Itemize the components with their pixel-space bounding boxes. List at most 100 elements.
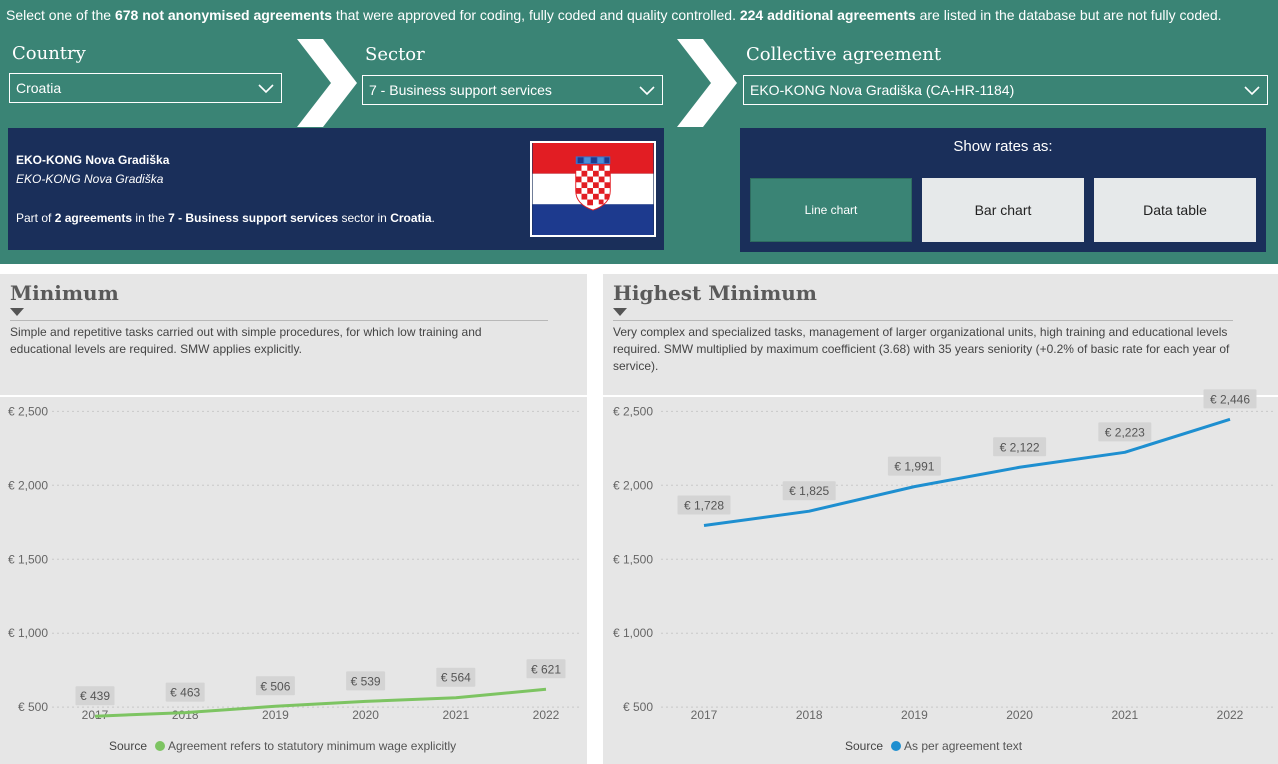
- desc-part: Part of: [16, 211, 55, 225]
- intro-count-coded: 678 not anonymised agreements: [114, 7, 333, 23]
- agreement-label: Collective agreement: [746, 44, 942, 65]
- sector-value: 7 - Business support services: [369, 82, 552, 98]
- panel-separator: [0, 395, 587, 397]
- chart-legend: Source Agreement refers to statutory min…: [109, 739, 456, 753]
- data-label: € 564: [441, 671, 471, 685]
- intro-part: are listed in the database but are not f…: [915, 7, 1222, 23]
- caret-down-icon[interactable]: [613, 308, 627, 316]
- chevron-down-icon: [1244, 86, 1260, 96]
- chevron-down-icon: [258, 84, 274, 94]
- y-tick-label: € 500: [623, 700, 653, 714]
- legend-dot-icon: [155, 741, 166, 751]
- header-section: Select one of the 678 not anonymised agr…: [0, 0, 1278, 264]
- data-label: € 2,446: [1210, 392, 1250, 406]
- panel-description: Very complex and specialized tasks, mana…: [613, 325, 1230, 373]
- desc-count: 2 agreements: [54, 211, 133, 225]
- x-tick-label: 2018: [172, 708, 199, 722]
- agreement-value: EKO-KONG Nova Gradiška (CA-HR-1184): [750, 82, 1015, 98]
- x-tick-label: 2020: [352, 708, 379, 722]
- panel-title: Highest Minimum: [613, 281, 817, 305]
- data-label-bg: [782, 481, 836, 501]
- croatia-flag-icon: [530, 141, 656, 237]
- x-tick-label: 2021: [1111, 708, 1138, 722]
- data-label: € 506: [260, 679, 290, 693]
- y-tick-label: € 1,500: [613, 552, 653, 566]
- x-tick-label: 2019: [901, 708, 928, 722]
- data-label: € 2,122: [1000, 440, 1040, 454]
- data-label-bg: [1098, 422, 1152, 442]
- intro-text: Select one of the 678 not anonymised agr…: [6, 7, 1222, 23]
- desc-sector: 7 - Business support services: [168, 211, 339, 225]
- y-tick-label: € 1,500: [8, 552, 48, 566]
- country-label: Country: [12, 43, 86, 64]
- data-table-button[interactable]: Data table: [1094, 178, 1256, 242]
- panel-title: Minimum: [10, 281, 119, 305]
- panel-separator: [603, 395, 1278, 397]
- data-label: € 621: [531, 662, 561, 676]
- legend-series-name[interactable]: Agreement refers to statutory minimum wa…: [168, 739, 457, 753]
- data-label-bg: [255, 676, 295, 696]
- desc-country: Croatia: [390, 211, 432, 225]
- desc-part: in the: [132, 211, 169, 225]
- chevron-right-icon: [677, 39, 737, 127]
- data-label: € 1,825: [789, 484, 829, 498]
- x-tick-label: 2021: [442, 708, 469, 722]
- agreement-description: Part of 2 agreements in the 7 - Business…: [16, 211, 435, 225]
- x-tick-label: 2019: [262, 708, 289, 722]
- desc-part: sector in: [338, 211, 391, 225]
- country-dropdown[interactable]: Croatia: [9, 73, 282, 103]
- data-label-bg: [346, 671, 386, 691]
- rate-display-selector: Show rates as: Line chart Bar chart Data…: [740, 128, 1266, 252]
- chevron-down-icon: [639, 86, 655, 96]
- y-tick-label: € 500: [18, 700, 48, 714]
- data-label-bg: [75, 686, 115, 706]
- minimum-panel: Minimum Simple and repetitive tasks carr…: [0, 274, 587, 764]
- agreement-dropdown[interactable]: EKO-KONG Nova Gradiška (CA-HR-1184): [743, 75, 1268, 105]
- x-tick-label: 2020: [1006, 708, 1033, 722]
- title-divider: [613, 320, 1233, 321]
- x-tick-label: 2022: [533, 708, 560, 722]
- sector-dropdown[interactable]: 7 - Business support services: [362, 75, 663, 105]
- intro-count-additional: 224 additional agreements: [739, 7, 916, 23]
- y-tick-label: € 2,500: [613, 404, 653, 418]
- series-line: [703, 417, 1231, 528]
- y-tick-label: € 1,000: [613, 626, 653, 640]
- data-label-bg: [887, 456, 941, 476]
- chevron-right-icon: [297, 39, 357, 127]
- agreement-subtitle: EKO-KONG Nova Gradiška: [16, 172, 164, 186]
- legend-series-name[interactable]: As per agreement text: [904, 739, 1023, 753]
- desc-part: .: [431, 211, 435, 225]
- bar-chart-button[interactable]: Bar chart: [922, 178, 1084, 242]
- y-tick-label: € 2,000: [613, 478, 653, 492]
- agreement-title: EKO-KONG Nova Gradiška: [16, 153, 170, 167]
- legend-title: Source: [845, 739, 884, 753]
- x-tick-label: 2022: [1217, 708, 1244, 722]
- data-label-bg: [1203, 389, 1257, 409]
- caret-down-icon[interactable]: [10, 308, 24, 316]
- y-tick-label: € 2,500: [8, 404, 48, 418]
- data-label: € 1,991: [894, 460, 934, 474]
- intro-part: Select one of the: [6, 7, 115, 23]
- agreement-info-card: EKO-KONG Nova Gradiška EKO-KONG Nova Gra…: [8, 128, 664, 250]
- data-label-bg: [677, 495, 731, 515]
- data-label-bg: [993, 437, 1047, 457]
- line-chart-button[interactable]: Line chart: [750, 178, 912, 242]
- chart-legend: Source As per agreement text: [845, 739, 1022, 753]
- series-line: [94, 687, 547, 718]
- y-tick-label: € 2,000: [8, 478, 48, 492]
- intro-part: that were approved for coding, fully cod…: [332, 7, 740, 23]
- legend-title: Source: [109, 739, 148, 753]
- y-tick-label: € 1,000: [8, 626, 48, 640]
- legend-dot-icon: [891, 741, 902, 751]
- data-label: € 439: [80, 689, 110, 703]
- data-label-bg: [436, 667, 476, 687]
- highest-minimum-panel: Highest Minimum Very complex and special…: [603, 274, 1278, 764]
- rate-selector-title: Show rates as:: [953, 138, 1053, 155]
- panel-description: Simple and repetitive tasks carried out …: [10, 325, 482, 356]
- data-label-bg: [165, 682, 205, 702]
- x-tick-label: 2018: [796, 708, 823, 722]
- highest-minimum-line-chart: € 500 € 1,000 € 1,500 € 2,000 € 2,500 2017 201…: [613, 389, 1273, 722]
- data-label: € 2,223: [1105, 425, 1145, 439]
- x-tick-label: 2017: [691, 708, 718, 722]
